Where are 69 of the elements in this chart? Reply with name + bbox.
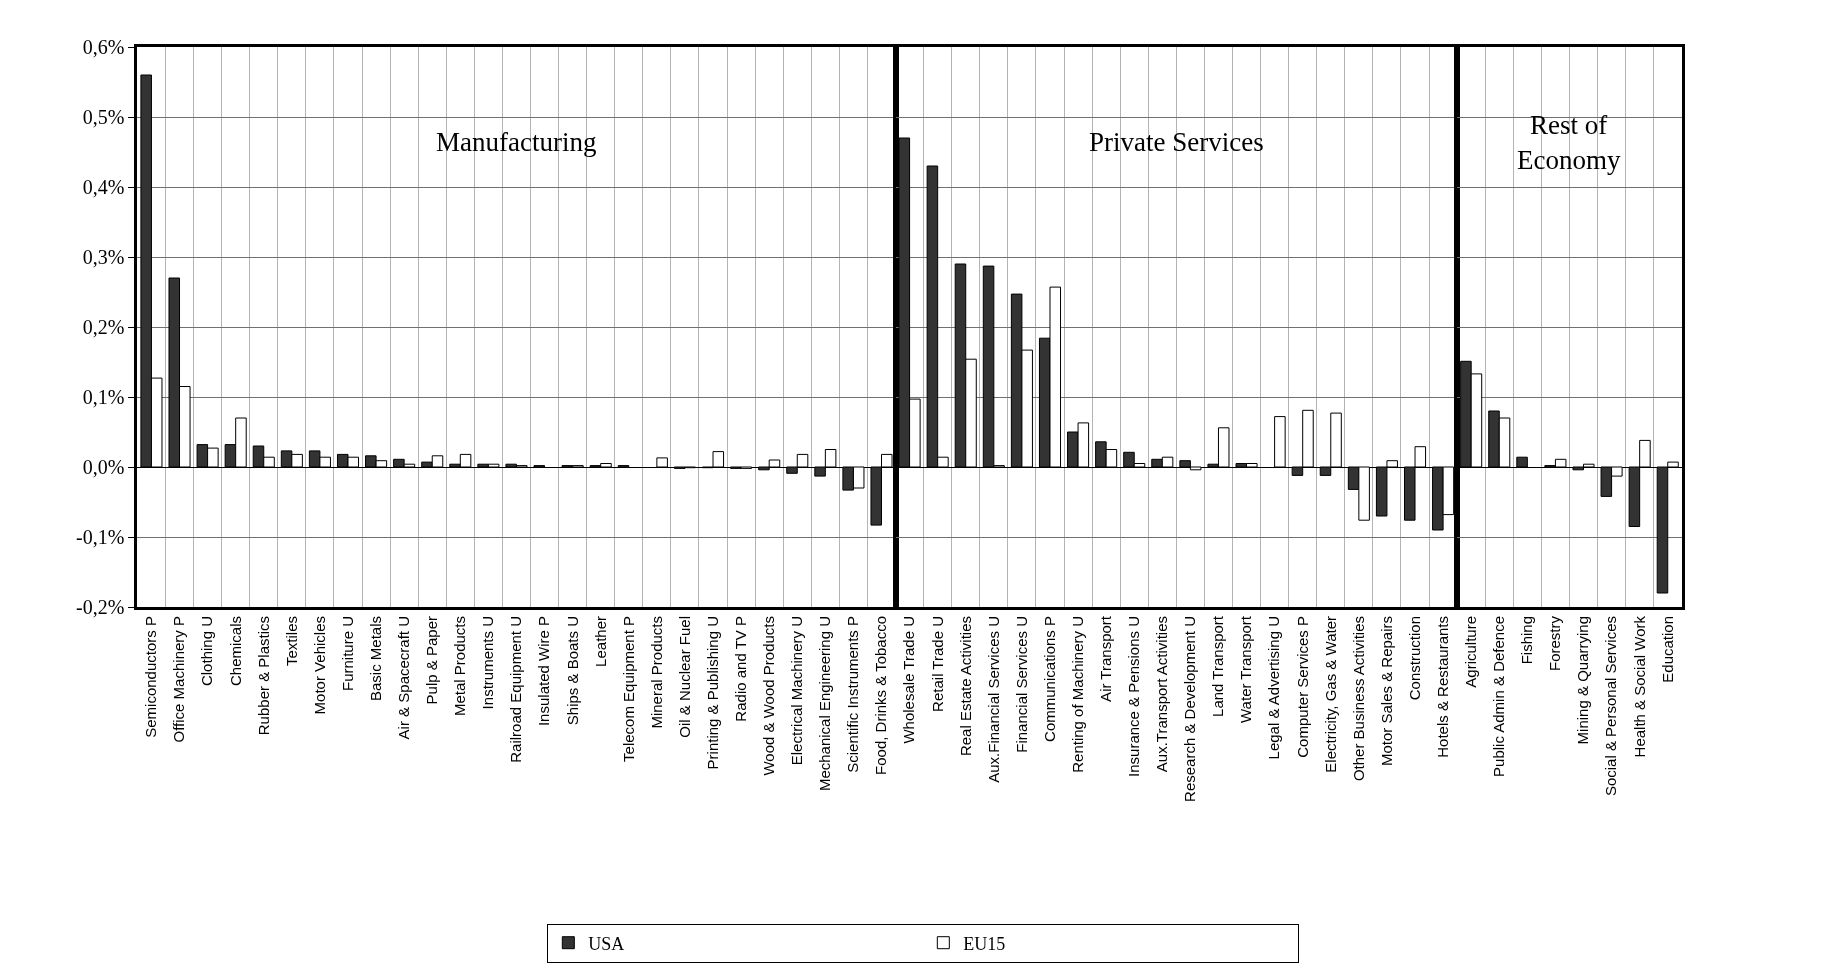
x-tick-label: Retail Trade U bbox=[928, 616, 946, 712]
x-tick-label: Office Machinery P bbox=[170, 616, 188, 743]
x-tick-label: Other Business Activities bbox=[1349, 616, 1367, 782]
x-tick-label: Motor Sales & Repairs bbox=[1377, 616, 1395, 767]
x-tick-label: Air Transport bbox=[1097, 615, 1115, 702]
y-tick-label: -0,1% bbox=[76, 526, 125, 548]
x-tick-label: Clothing U bbox=[198, 616, 216, 687]
x-tick-label: Chemicals bbox=[226, 616, 244, 687]
x-tick-label: Rubber & Plastics bbox=[254, 616, 272, 736]
x-tick-label: Insurance & Pensions U bbox=[1125, 616, 1143, 777]
x-tick-label: Textiles bbox=[282, 616, 300, 667]
x-tick-label: Scientific Instruments P bbox=[844, 616, 862, 773]
x-tick-label: Furniture U bbox=[338, 616, 356, 692]
x-tick-label: Leather bbox=[591, 616, 609, 667]
x-tick-label: Real Estate Activities bbox=[956, 616, 974, 757]
x-tick-label: Aux.Transport Activities bbox=[1153, 616, 1171, 773]
x-tick-label: Research & Development U bbox=[1181, 616, 1199, 802]
x-tick-label: Computer Services P bbox=[1293, 616, 1311, 758]
y-tick-label: 0,4% bbox=[82, 176, 125, 198]
x-tick-label: Electricity, Gas & Water bbox=[1321, 616, 1339, 773]
x-tick-label: Education bbox=[1658, 616, 1676, 683]
y-tick-label: 0,3% bbox=[82, 246, 125, 268]
x-tick-label: Motor Vehicles bbox=[310, 616, 328, 715]
x-tick-label: Health & Social Work bbox=[1630, 615, 1648, 758]
y-tick-label: 0,5% bbox=[82, 106, 125, 128]
x-tick-label: Aux.Financial Services U bbox=[984, 616, 1002, 783]
x-tick-label: Communications P bbox=[1040, 616, 1058, 742]
x-tick-label: Electrical Machinery U bbox=[788, 616, 806, 766]
legend-label: EU15 bbox=[963, 933, 1006, 954]
x-tick-label: Semiconductors P bbox=[142, 616, 160, 738]
x-tick-label: Land Transport bbox=[1209, 615, 1227, 717]
x-tick-label: Social & Personal Services bbox=[1602, 616, 1620, 797]
x-tick-label: Wholesale Trade U bbox=[900, 616, 918, 744]
y-tick-label: 0,2% bbox=[82, 316, 125, 338]
x-tick-label: Railroad Equipment U bbox=[507, 616, 525, 763]
legend-label: USA bbox=[588, 933, 625, 954]
annotation: Manufacturing bbox=[436, 127, 597, 157]
x-tick-label: Food, Drinks & Tobacco bbox=[872, 616, 890, 775]
x-tick-label: Mining & Quarrying bbox=[1574, 616, 1592, 745]
x-tick-label: Printing & Publishing U bbox=[703, 616, 721, 770]
y-tick-label: -0,2% bbox=[76, 596, 125, 618]
annotation: Private Services bbox=[1089, 127, 1264, 157]
x-tick-label: Air & Spacecraft U bbox=[395, 616, 413, 740]
x-tick-label: Wood & Wood Products bbox=[760, 616, 778, 776]
x-tick-label: Radio and TV P bbox=[731, 616, 749, 722]
x-tick-label: Construction bbox=[1405, 616, 1423, 701]
y-tick-label: 0,1% bbox=[82, 386, 125, 408]
x-tick-label: Metal Products bbox=[451, 616, 469, 717]
annotation: Rest of Economy bbox=[1517, 110, 1621, 176]
x-tick-label: Fishing bbox=[1518, 616, 1536, 665]
x-tick-label: Ships & Boats U bbox=[563, 616, 581, 726]
x-tick-label: Mechanical Engineering U bbox=[816, 616, 834, 792]
x-tick-label: Legal & Advertising U bbox=[1265, 616, 1283, 760]
x-tick-label: Basic Metals bbox=[366, 616, 384, 702]
x-tick-label: Mineral Products bbox=[647, 616, 665, 729]
y-tick-label: 0,0% bbox=[82, 456, 125, 478]
x-tick-label: Telecom Equipment P bbox=[619, 616, 637, 762]
x-tick-label: Public Admin & Defence bbox=[1490, 616, 1508, 777]
x-tick-label: Oil & Nuclear Fuel bbox=[675, 616, 693, 738]
x-tick-label: Renting of Machinery U bbox=[1068, 616, 1086, 773]
x-tick-label: Insulated Wire P bbox=[535, 616, 553, 727]
x-tick-label: Pulp & Paper bbox=[423, 616, 441, 705]
x-tick-label: Forestry bbox=[1546, 615, 1564, 672]
x-tick-label: Financial Services U bbox=[1012, 616, 1030, 753]
y-tick-label: 0,6% bbox=[82, 36, 125, 58]
x-tick-label: Water Transport bbox=[1237, 615, 1255, 723]
x-tick-label: Instruments U bbox=[479, 616, 497, 710]
x-tick-label: Agriculture bbox=[1462, 616, 1480, 688]
x-tick-label: Hotels & Restaurants bbox=[1433, 616, 1451, 758]
